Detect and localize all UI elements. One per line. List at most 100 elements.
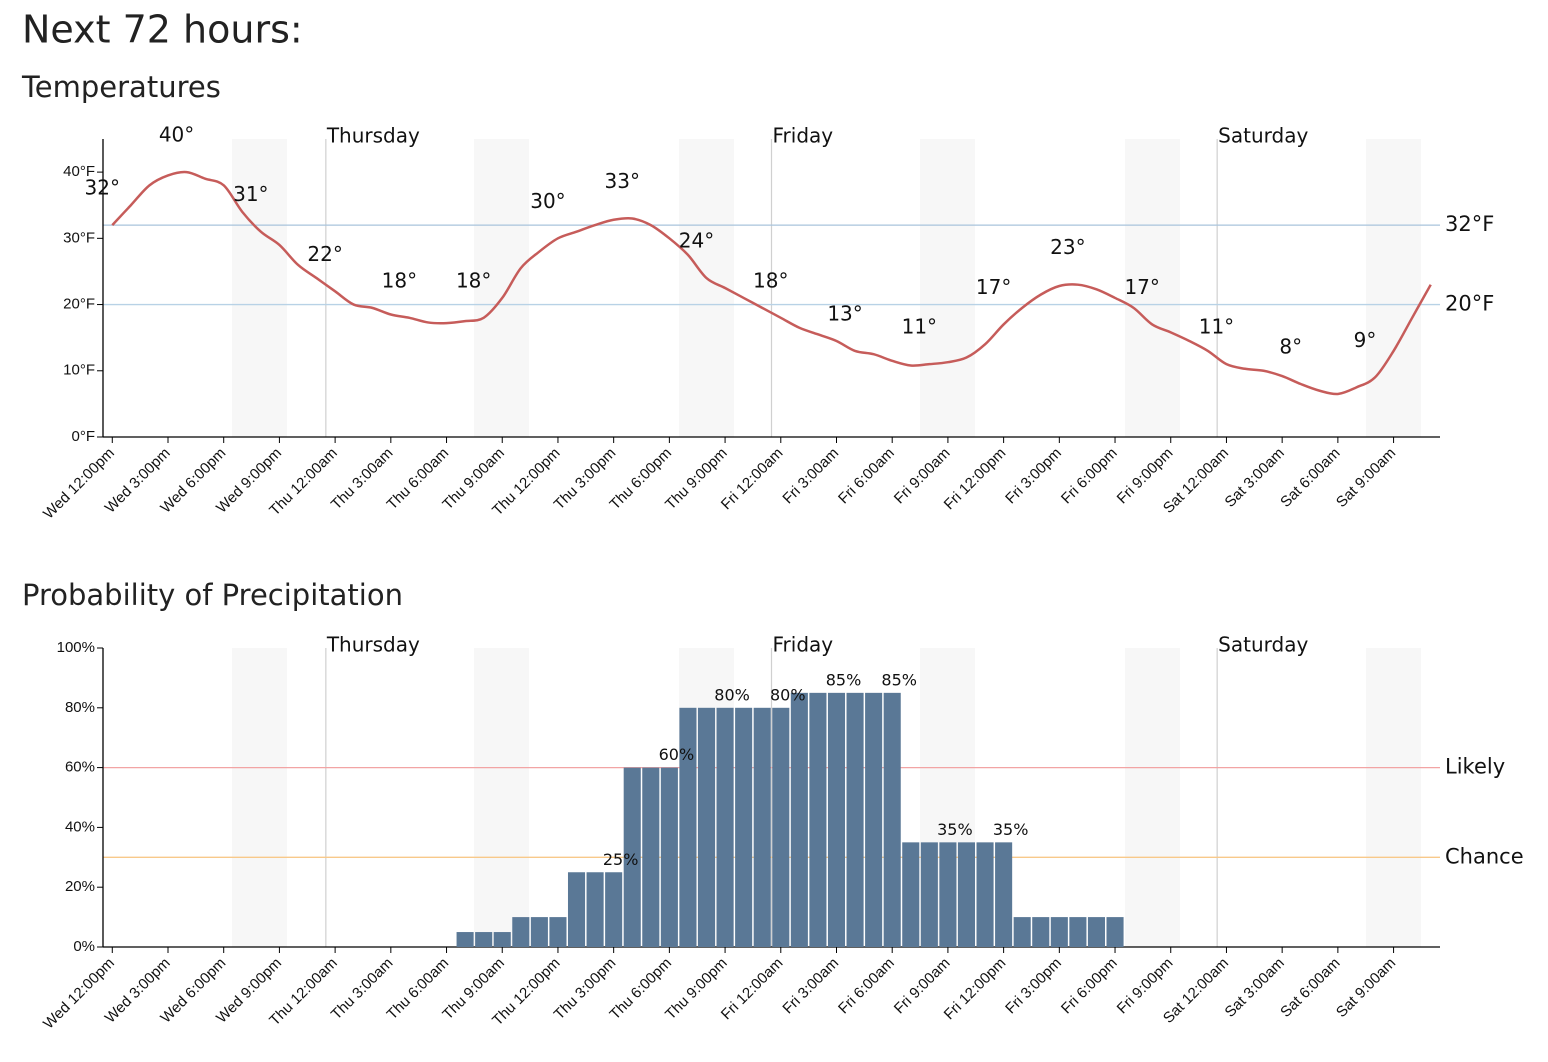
bar (623, 767, 641, 947)
bar (976, 842, 994, 947)
data-label: 80% (770, 685, 806, 704)
night-bands (232, 139, 1421, 947)
bar (957, 842, 976, 947)
band (920, 139, 975, 437)
y-tick-label: 80% (65, 699, 95, 716)
y-tick-label: 40% (65, 818, 95, 835)
y-tick-label: 20% (65, 878, 95, 895)
bar (1013, 917, 1031, 947)
day-label: Saturday (1218, 124, 1308, 148)
bar (456, 932, 474, 947)
temperature-line (111, 170, 1432, 396)
reference-label: 20°F (1445, 292, 1494, 316)
data-label: 60% (659, 745, 695, 764)
data-label: 40° (159, 123, 194, 147)
bar (809, 692, 827, 947)
bar (846, 692, 864, 947)
data-label: 32° (85, 176, 120, 200)
data-label: 31° (233, 182, 268, 206)
x-tick-label: Wed 12:00pm (40, 445, 118, 523)
x-tick-label: Fri 6:00pm (1058, 445, 1121, 508)
x-tick-label: Sat 3:00am (1222, 955, 1288, 1021)
day-label: Thursday (326, 633, 420, 657)
reference-label: 32°F (1445, 212, 1494, 236)
x-tick-label: Fri 3:00pm (1002, 445, 1065, 508)
data-label: 80% (714, 685, 750, 704)
data-label: 8° (1279, 335, 1302, 359)
x-tick-label: Fri 3:00am (779, 955, 842, 1018)
day-label: Friday (773, 633, 834, 657)
day-label: Saturday (1218, 633, 1308, 657)
reference-label: Likely (1445, 755, 1505, 779)
bar (679, 707, 697, 947)
bar (735, 707, 753, 947)
data-label: 25% (603, 850, 639, 869)
chart-title: Temperatures (21, 70, 221, 104)
bar (1087, 917, 1106, 947)
bar (902, 842, 920, 947)
bar (753, 707, 771, 947)
data-label: 35% (993, 820, 1029, 839)
y-tick-label: 0°F (71, 428, 95, 445)
bar (716, 707, 734, 947)
bar (772, 707, 790, 947)
band (1125, 139, 1180, 437)
data-label: 11° (1199, 315, 1234, 339)
band (474, 139, 529, 437)
bar (790, 692, 808, 947)
x-tick-label: Fri 6:00am (835, 445, 898, 508)
bar (642, 767, 660, 947)
page-title: Next 72 hours: (22, 8, 303, 52)
bar (1032, 917, 1050, 947)
bar (586, 872, 604, 947)
data-label: 22° (307, 242, 342, 266)
bar (475, 932, 493, 947)
band (232, 139, 287, 437)
y-tick-label: 100% (57, 639, 95, 656)
data-label: 85% (881, 670, 917, 689)
y-tick-label: 40°F (63, 163, 95, 180)
y-tick-label: 30°F (63, 229, 95, 246)
data-label: 18° (456, 268, 491, 292)
bar (567, 872, 586, 947)
bar (995, 842, 1013, 947)
x-tick-label: Sat 9:00am (1333, 445, 1399, 511)
data-label: 18° (382, 268, 417, 292)
x-tick-label: Sat 6:00am (1277, 445, 1343, 511)
bar (493, 932, 511, 947)
bar (865, 692, 883, 947)
day-label: Friday (773, 124, 834, 148)
chart-title: Probability of Precipitation (22, 578, 403, 612)
x-tick-label: Sat 6:00am (1277, 955, 1343, 1021)
x-tick-label: Fri 6:00pm (1058, 955, 1121, 1018)
y-tick-label: 0% (73, 938, 95, 955)
band (232, 648, 287, 947)
data-label: 18° (753, 268, 788, 292)
data-label: 23° (1050, 235, 1085, 259)
data-label: 17° (976, 275, 1011, 299)
data-label: 30° (530, 189, 565, 213)
band (1366, 139, 1421, 437)
data-label: 85% (826, 670, 862, 689)
bar (530, 917, 548, 947)
data-label: 24° (679, 229, 714, 253)
band (1125, 648, 1180, 947)
data-label: 33° (605, 169, 640, 193)
x-tick-label: Sat 9:00am (1333, 955, 1399, 1021)
bar (660, 767, 678, 947)
bar (697, 707, 716, 947)
data-label: 35% (937, 820, 973, 839)
x-tick-label: Sat 3:00am (1222, 445, 1288, 511)
bar (605, 872, 623, 947)
bar (1106, 917, 1124, 947)
x-tick-label: Fri 6:00am (835, 955, 898, 1018)
x-tick-label: Fri 3:00pm (1002, 955, 1065, 1018)
data-label: 13° (827, 301, 862, 325)
data-label: 9° (1354, 328, 1377, 352)
x-tick-label: Fri 3:00am (779, 445, 842, 508)
bar (920, 842, 938, 947)
day-label: Thursday (326, 124, 420, 148)
y-tick-label: 20°F (63, 296, 95, 313)
